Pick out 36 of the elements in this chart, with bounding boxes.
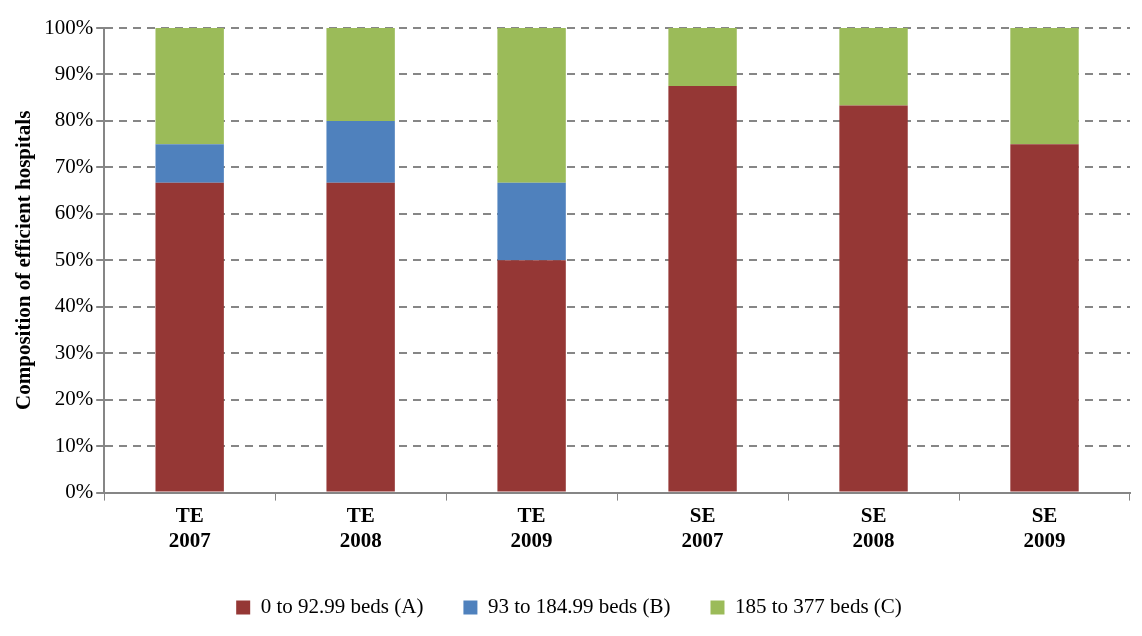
bar — [497, 28, 566, 183]
bar — [155, 144, 224, 183]
y-tick-label: 70% — [54, 153, 94, 178]
bar — [668, 86, 737, 492]
bar — [839, 28, 908, 106]
bar — [1010, 144, 1079, 492]
bar — [326, 120, 395, 183]
y-axis-title: Composition of efficient hospitals — [11, 110, 36, 410]
bar — [1010, 28, 1079, 145]
bar — [668, 28, 737, 87]
bar — [497, 260, 566, 492]
x-tick-label: TE 2008 — [339, 502, 382, 552]
y-tick-label: 10% — [54, 432, 94, 457]
x-tick-label: TE 2007 — [168, 502, 211, 552]
y-tick-label: 0% — [65, 479, 94, 504]
bar — [155, 182, 224, 492]
y-tick-label: 80% — [54, 107, 94, 132]
legend-label: 185 to 377 beds (C) — [734, 594, 902, 619]
y-tick-label: 50% — [54, 246, 94, 271]
bar — [839, 105, 908, 492]
x-tick-label: SE 2009 — [1023, 502, 1066, 552]
bar — [497, 182, 566, 261]
x-tick-label: SE 2008 — [852, 502, 895, 552]
y-tick-label: 90% — [54, 60, 94, 85]
bar — [326, 28, 395, 121]
y-tick-label: 100% — [44, 14, 94, 39]
y-tick-label: 20% — [54, 386, 94, 411]
legend-label: 0 to 92.99 beds (A) — [260, 594, 424, 619]
y-tick-label: 40% — [54, 293, 94, 318]
y-tick-label: 30% — [54, 339, 94, 364]
bar — [326, 182, 395, 492]
x-tick-label: SE 2007 — [681, 502, 724, 552]
legend-label: 93 to 184.99 beds (B) — [487, 594, 671, 619]
x-tick-label: TE 2009 — [510, 502, 553, 552]
y-tick-label: 60% — [54, 200, 94, 225]
bar — [155, 28, 224, 145]
